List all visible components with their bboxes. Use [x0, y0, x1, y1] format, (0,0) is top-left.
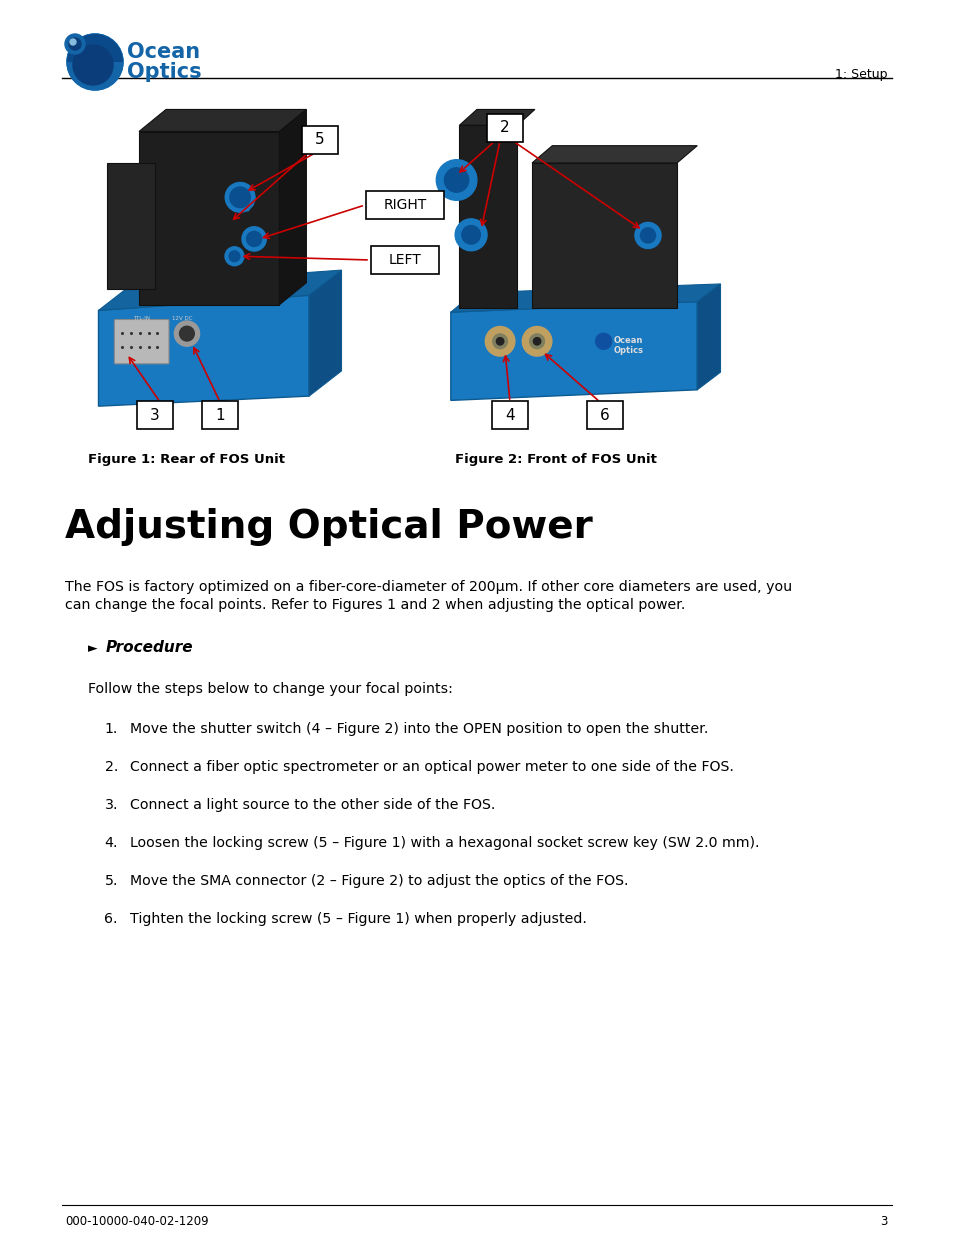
Text: 3.: 3. [105, 798, 118, 811]
Polygon shape [139, 110, 306, 131]
FancyBboxPatch shape [137, 401, 172, 429]
Circle shape [65, 35, 85, 54]
Text: 3: 3 [880, 1215, 887, 1228]
Bar [532, 163, 677, 308]
Text: 1.: 1. [105, 722, 118, 736]
Text: 6: 6 [599, 408, 609, 422]
Text: 12V DC: 12V DC [172, 316, 193, 321]
Bar [107, 163, 155, 289]
Circle shape [496, 337, 503, 345]
Polygon shape [451, 301, 697, 400]
Text: Connect a light source to the other side of the FOS.: Connect a light source to the other side… [130, 798, 495, 811]
Polygon shape [697, 284, 720, 390]
Circle shape [455, 219, 487, 251]
Text: 3: 3 [150, 408, 160, 422]
Text: Move the SMA connector (2 – Figure 2) to adjust the optics of the FOS.: Move the SMA connector (2 – Figure 2) to… [130, 874, 628, 888]
FancyBboxPatch shape [202, 401, 237, 429]
Text: Follow the steps below to change your focal points:: Follow the steps below to change your fo… [88, 682, 453, 697]
Text: 2: 2 [499, 121, 509, 136]
Text: Ocean
Optics: Ocean Optics [613, 336, 642, 356]
FancyBboxPatch shape [366, 191, 443, 219]
FancyBboxPatch shape [371, 246, 438, 274]
Circle shape [67, 35, 123, 90]
Text: 1: Setup: 1: Setup [835, 68, 887, 82]
Polygon shape [532, 146, 697, 163]
FancyBboxPatch shape [302, 126, 337, 154]
Circle shape [246, 231, 261, 247]
Text: 1: 1 [215, 408, 225, 422]
Text: LEFT: LEFT [388, 253, 421, 267]
Text: Ocean: Ocean [127, 42, 200, 62]
Text: 5.: 5. [105, 874, 118, 888]
Circle shape [529, 333, 544, 348]
Text: Figure 2: Front of FOS Unit: Figure 2: Front of FOS Unit [455, 453, 657, 466]
Text: Move the shutter switch (4 – Figure 2) into the OPEN position to open the shutte: Move the shutter switch (4 – Figure 2) i… [130, 722, 708, 736]
Text: 4.: 4. [105, 836, 118, 850]
Text: TTL-IN: TTL-IN [133, 316, 150, 321]
Bar [139, 131, 279, 305]
Bar [459, 125, 517, 308]
Text: Adjusting Optical Power: Adjusting Optical Power [65, 508, 592, 546]
Text: Figure 1: Rear of FOS Unit: Figure 1: Rear of FOS Unit [88, 453, 285, 466]
Circle shape [225, 247, 244, 266]
Text: 2.: 2. [105, 760, 118, 774]
Text: Connect a fiber optic spectrometer or an optical power meter to one side of the : Connect a fiber optic spectrometer or an… [130, 760, 733, 774]
Wedge shape [67, 35, 123, 62]
Circle shape [444, 168, 468, 193]
Text: 4: 4 [505, 408, 515, 422]
Circle shape [635, 222, 660, 248]
Circle shape [242, 227, 266, 251]
Circle shape [485, 326, 515, 356]
Circle shape [492, 333, 507, 348]
Polygon shape [279, 110, 306, 305]
FancyBboxPatch shape [114, 320, 169, 364]
Circle shape [225, 183, 254, 212]
FancyBboxPatch shape [492, 401, 527, 429]
Circle shape [533, 337, 540, 345]
Text: can change the focal points. Refer to Figures 1 and 2 when adjusting the optical: can change the focal points. Refer to Fi… [65, 598, 684, 613]
Text: Loosen the locking screw (5 – Figure 1) with a hexagonal socket screw key (SW 2.: Loosen the locking screw (5 – Figure 1) … [130, 836, 759, 850]
Polygon shape [451, 284, 720, 312]
Circle shape [67, 35, 123, 90]
Text: The FOS is factory optimized on a fiber-core-diameter of 200μm. If other core di: The FOS is factory optimized on a fiber-… [65, 580, 791, 594]
Circle shape [436, 159, 476, 200]
Circle shape [70, 40, 76, 44]
Text: 6.: 6. [105, 911, 118, 926]
Text: 5: 5 [314, 132, 324, 147]
Polygon shape [459, 110, 535, 125]
Circle shape [521, 326, 551, 356]
Circle shape [73, 44, 112, 85]
Text: Optics: Optics [127, 62, 201, 82]
Circle shape [174, 321, 199, 346]
Text: Tighten the locking screw (5 – Figure 1) when properly adjusted.: Tighten the locking screw (5 – Figure 1)… [130, 911, 586, 926]
Circle shape [179, 326, 194, 341]
Text: 000-10000-040-02-1209: 000-10000-040-02-1209 [65, 1215, 209, 1228]
FancyBboxPatch shape [586, 401, 622, 429]
Text: ►: ► [88, 642, 97, 655]
Text: Procedure: Procedure [106, 640, 193, 655]
Text: RIGHT: RIGHT [383, 198, 426, 212]
Circle shape [69, 38, 81, 49]
Circle shape [230, 186, 250, 207]
Circle shape [639, 228, 655, 243]
Circle shape [229, 251, 239, 262]
Circle shape [461, 226, 480, 245]
Circle shape [595, 333, 611, 350]
FancyBboxPatch shape [486, 114, 522, 142]
Polygon shape [309, 270, 341, 396]
Polygon shape [98, 295, 309, 406]
Polygon shape [98, 270, 341, 310]
